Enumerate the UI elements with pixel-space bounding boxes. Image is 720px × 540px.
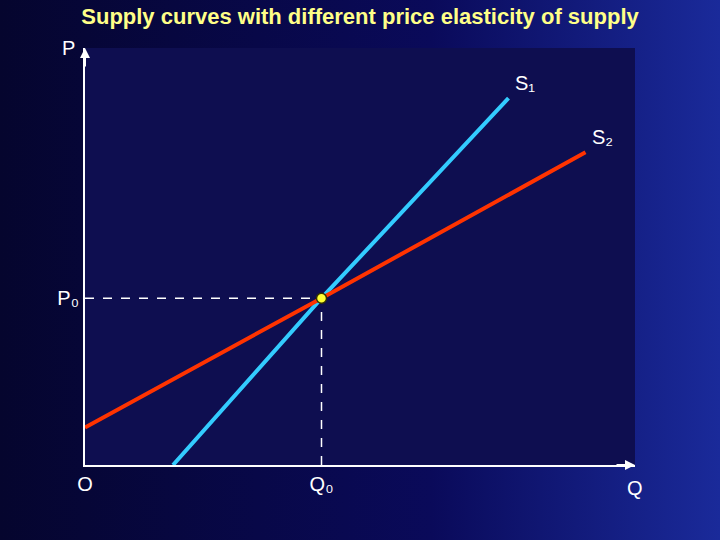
svg-text:P: P bbox=[62, 37, 75, 59]
svg-text:Q₀: Q₀ bbox=[310, 473, 334, 495]
svg-text:Q: Q bbox=[627, 477, 643, 499]
svg-text:S₁: S₁ bbox=[515, 72, 535, 94]
svg-text:P₀: P₀ bbox=[57, 287, 79, 309]
svg-text:O: O bbox=[77, 473, 93, 495]
svg-text:S₂: S₂ bbox=[592, 126, 613, 148]
svg-text:Supply curves with different p: Supply curves with different price elast… bbox=[81, 4, 639, 29]
